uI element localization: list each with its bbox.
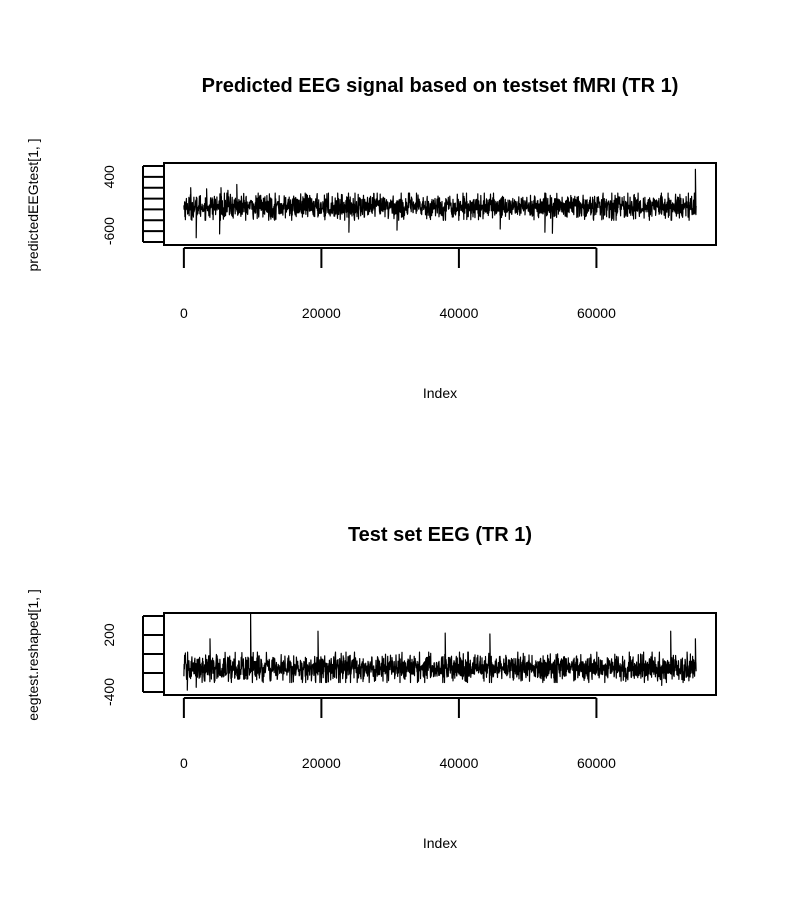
x-tick-label: 60000 [577, 755, 616, 771]
plot-frame [163, 612, 717, 696]
chart-panel-test-eeg: Test set EEG (TR 1) eegtest.reshaped[1, … [25, 524, 717, 851]
x-tick-label: 0 [180, 305, 188, 321]
plot-marks: 0 20000 40000 60000 -400 200 [101, 612, 717, 771]
plot-marks: 0 20000 40000 60000 -600 400 [101, 162, 717, 321]
x-tick-label: 20000 [302, 305, 341, 321]
x-tick-label: 60000 [577, 305, 616, 321]
y-tick-label: -600 [101, 217, 117, 245]
chart-title: Test set EEG (TR 1) [348, 524, 532, 546]
y-tick-label: 400 [101, 165, 117, 189]
x-tick-label: 0 [180, 755, 188, 771]
chart-panel-predicted-eeg: Predicted EEG signal based on testset fM… [25, 75, 717, 401]
x-tick-label: 40000 [439, 305, 478, 321]
y-tick-label: 200 [101, 623, 117, 647]
y-axis-label: eegtest.reshaped[1, ] [25, 589, 41, 721]
x-tick-label: 40000 [439, 755, 478, 771]
series-line [183, 168, 697, 239]
x-axis-label: Index [423, 835, 457, 851]
y-tick-label: -400 [101, 678, 117, 706]
chart-title: Predicted EEG signal based on testset fM… [202, 75, 679, 97]
x-tick-label: 20000 [302, 755, 341, 771]
plot-frame [163, 162, 717, 246]
y-axis-label: predictedEEGtest[1, ] [25, 138, 41, 271]
x-axis-label: Index [423, 385, 457, 401]
series-line [183, 612, 697, 691]
